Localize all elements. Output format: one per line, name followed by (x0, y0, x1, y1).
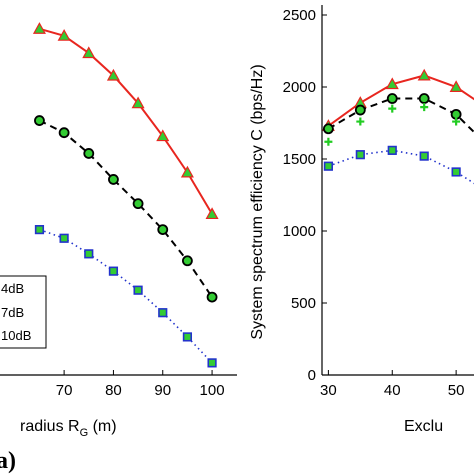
series-2-point (157, 224, 169, 236)
series-3-point (84, 249, 94, 259)
series-3-point (108, 266, 119, 276)
legend-entry: 4dB (1, 281, 24, 296)
x-tick-label: 40 (384, 382, 401, 399)
series-3-line (39, 228, 213, 364)
series-3-line (328, 149, 474, 185)
y-tick-label: 0 (308, 367, 316, 384)
series-2-line (39, 119, 213, 298)
series-2-point (354, 104, 366, 116)
series-4-point (388, 104, 397, 113)
series-2-point (182, 255, 193, 267)
series-4-point (452, 117, 461, 126)
series-1-line (39, 27, 213, 215)
series-1-point (131, 96, 145, 109)
series-3-point (207, 358, 217, 368)
series-2-point (83, 148, 95, 159)
series-2-point (108, 174, 119, 185)
series-3-point (158, 308, 168, 318)
series-1-point (156, 129, 170, 142)
series-2-point (418, 93, 430, 104)
series-2-line (327, 97, 474, 134)
series-2-point (34, 115, 45, 126)
series-1-point (32, 22, 46, 34)
x-tick-label: 50 (448, 382, 465, 399)
y-tick-label: 500 (291, 295, 316, 312)
series-1-point (180, 165, 194, 178)
series-1-point (205, 207, 219, 220)
series-3-point (323, 161, 333, 171)
x-tick-label: 80 (105, 382, 122, 399)
series-3-point (133, 285, 143, 295)
series-3-point (419, 151, 429, 161)
x-axis-label: radius RG (m) (20, 418, 117, 439)
series-2-point (132, 198, 144, 210)
series-1-point (417, 68, 431, 81)
series-2-point (206, 291, 218, 303)
legend-entry: 10dB (1, 328, 31, 343)
series-3-point (34, 225, 45, 235)
series-3-point (387, 145, 397, 155)
series-4-point (356, 117, 365, 126)
series-1-point (82, 46, 96, 59)
series-1-point (57, 29, 71, 41)
series-3-point (355, 150, 365, 160)
y-tick-label: 1000 (283, 223, 316, 240)
series-3-point (451, 167, 461, 177)
series-1-point (449, 80, 463, 93)
series-2-point (386, 93, 398, 104)
x-tick-label: 90 (154, 382, 171, 399)
x-tick-label: 30 (320, 382, 337, 399)
series-4-point (324, 137, 333, 146)
x-axis-label: Exclu (404, 418, 443, 435)
x-tick-label: 70 (56, 382, 73, 399)
series-3-point (59, 233, 69, 243)
panel-label: a) (0, 448, 16, 474)
series-2-point (58, 127, 70, 139)
series-2-point (322, 123, 334, 135)
series-1-point (106, 68, 120, 81)
y-tick-label: 2500 (283, 7, 316, 24)
series-2-point (450, 108, 462, 120)
y-tick-label: 2000 (283, 79, 316, 96)
legend-entry: 7dB (1, 305, 24, 320)
x-tick-label: 100 (200, 382, 225, 399)
legend-box (0, 275, 47, 349)
y-axis-label: System spectrum efficiency C (bps/Hz) (249, 64, 266, 339)
series-1-point (385, 77, 399, 90)
chart-panel-1: 70 80 90 100 (0, 22, 237, 399)
legend: 4dB 7dB 10dB (0, 275, 47, 349)
y-tick-label: 1500 (283, 151, 316, 168)
series-4-point (420, 103, 429, 112)
series-1-line (327, 74, 474, 127)
series-3-point (182, 332, 193, 342)
